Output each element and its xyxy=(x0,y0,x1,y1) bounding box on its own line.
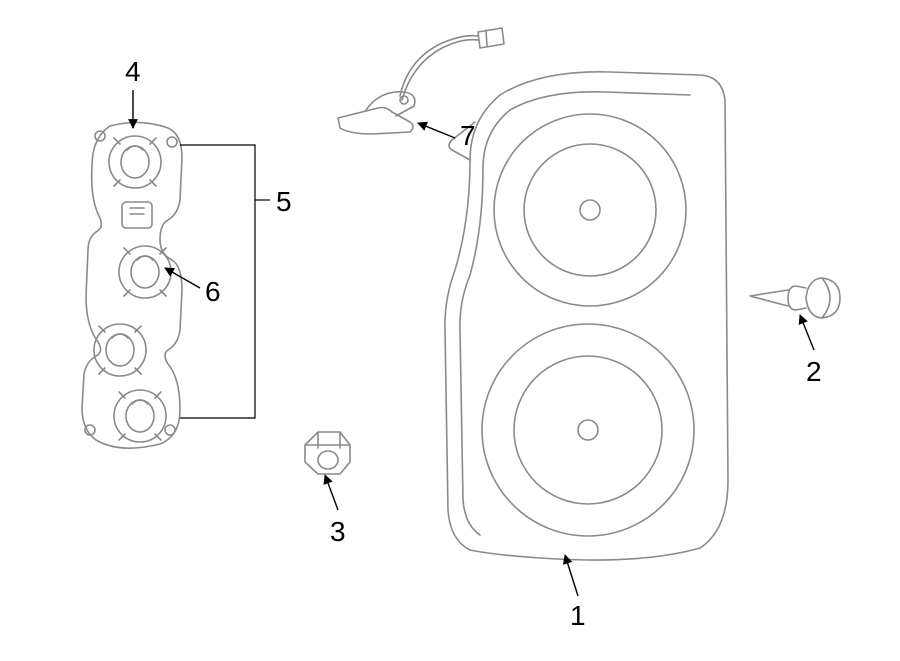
diagram-svg xyxy=(0,0,900,661)
leader-bracket-5 xyxy=(180,145,270,418)
callout-label-5: 5 xyxy=(276,186,292,218)
part-wire-clip xyxy=(338,28,504,134)
artwork xyxy=(82,28,840,560)
callout-label-6: 6 xyxy=(205,276,221,308)
callout-label-4: 4 xyxy=(125,56,141,88)
callout-label-3: 3 xyxy=(330,516,346,548)
callout-label-7: 7 xyxy=(460,120,476,152)
part-tail-lamp-housing xyxy=(445,72,728,560)
socket-3 xyxy=(94,324,146,376)
part-nut xyxy=(305,432,350,474)
callout-label-2: 2 xyxy=(806,356,822,388)
callout-label-1: 1 xyxy=(570,600,586,632)
socket-1 xyxy=(109,136,161,188)
bulb-sockets xyxy=(94,136,171,442)
socket-4 xyxy=(114,390,166,442)
parts-diagram: 1 2 3 4 5 6 7 xyxy=(0,0,900,661)
callout-arrows xyxy=(133,90,814,596)
socket-2 xyxy=(119,246,171,298)
part-push-pin xyxy=(750,278,840,318)
